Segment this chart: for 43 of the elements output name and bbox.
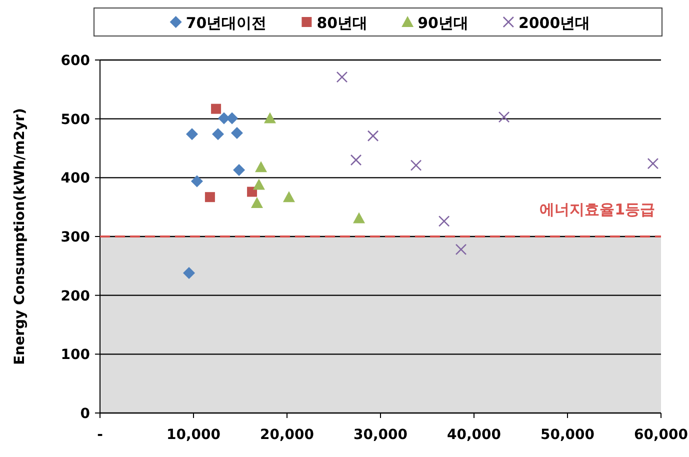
- point: [336, 71, 348, 83]
- point: [350, 154, 362, 166]
- point: [247, 186, 258, 197]
- point: [186, 128, 198, 140]
- point: [190, 175, 203, 188]
- ref-line-label: 에너지효율1등급: [540, 200, 655, 218]
- point: [367, 130, 379, 142]
- point: [233, 164, 246, 176]
- x-tick-label: 30,000: [353, 427, 408, 443]
- point: [250, 196, 263, 208]
- point: [264, 112, 276, 124]
- y-tick-label: 500: [60, 112, 90, 128]
- point: [230, 126, 243, 139]
- point: [252, 178, 265, 190]
- point: [282, 191, 295, 202]
- x-tick-label: 50,000: [540, 427, 595, 443]
- point: [410, 160, 422, 171]
- y-tick-label: 600: [60, 53, 90, 69]
- y-tick-label: 100: [60, 347, 90, 364]
- point: [438, 216, 450, 227]
- point: [498, 111, 510, 123]
- point: [455, 244, 467, 256]
- point: [183, 266, 196, 279]
- point: [211, 104, 222, 114]
- point: [352, 212, 365, 224]
- y-tick-label: 0: [80, 406, 90, 422]
- legend-label: 70년대이전: [186, 14, 267, 32]
- point: [255, 161, 268, 172]
- y-tick-label: 200: [60, 288, 90, 304]
- y-axis-title: Energy Consumption(kWh/m2yr): [12, 108, 28, 365]
- y-tick-label: 300: [60, 230, 90, 246]
- x-tick-label: 10,000: [166, 427, 221, 443]
- point: [647, 158, 659, 170]
- legend-label: 2000년대: [518, 14, 590, 32]
- x-tick-label: 20,000: [260, 427, 314, 443]
- legend-label: 80년대: [316, 14, 368, 32]
- point: [204, 192, 215, 202]
- x-tick-label: -: [97, 427, 104, 443]
- x-tick-label: 60,000: [634, 427, 688, 443]
- y-tick-label: 400: [60, 170, 90, 187]
- legend-label: 90년대: [418, 14, 468, 32]
- x-tick-label: 40,000: [446, 427, 502, 443]
- point: [212, 128, 224, 140]
